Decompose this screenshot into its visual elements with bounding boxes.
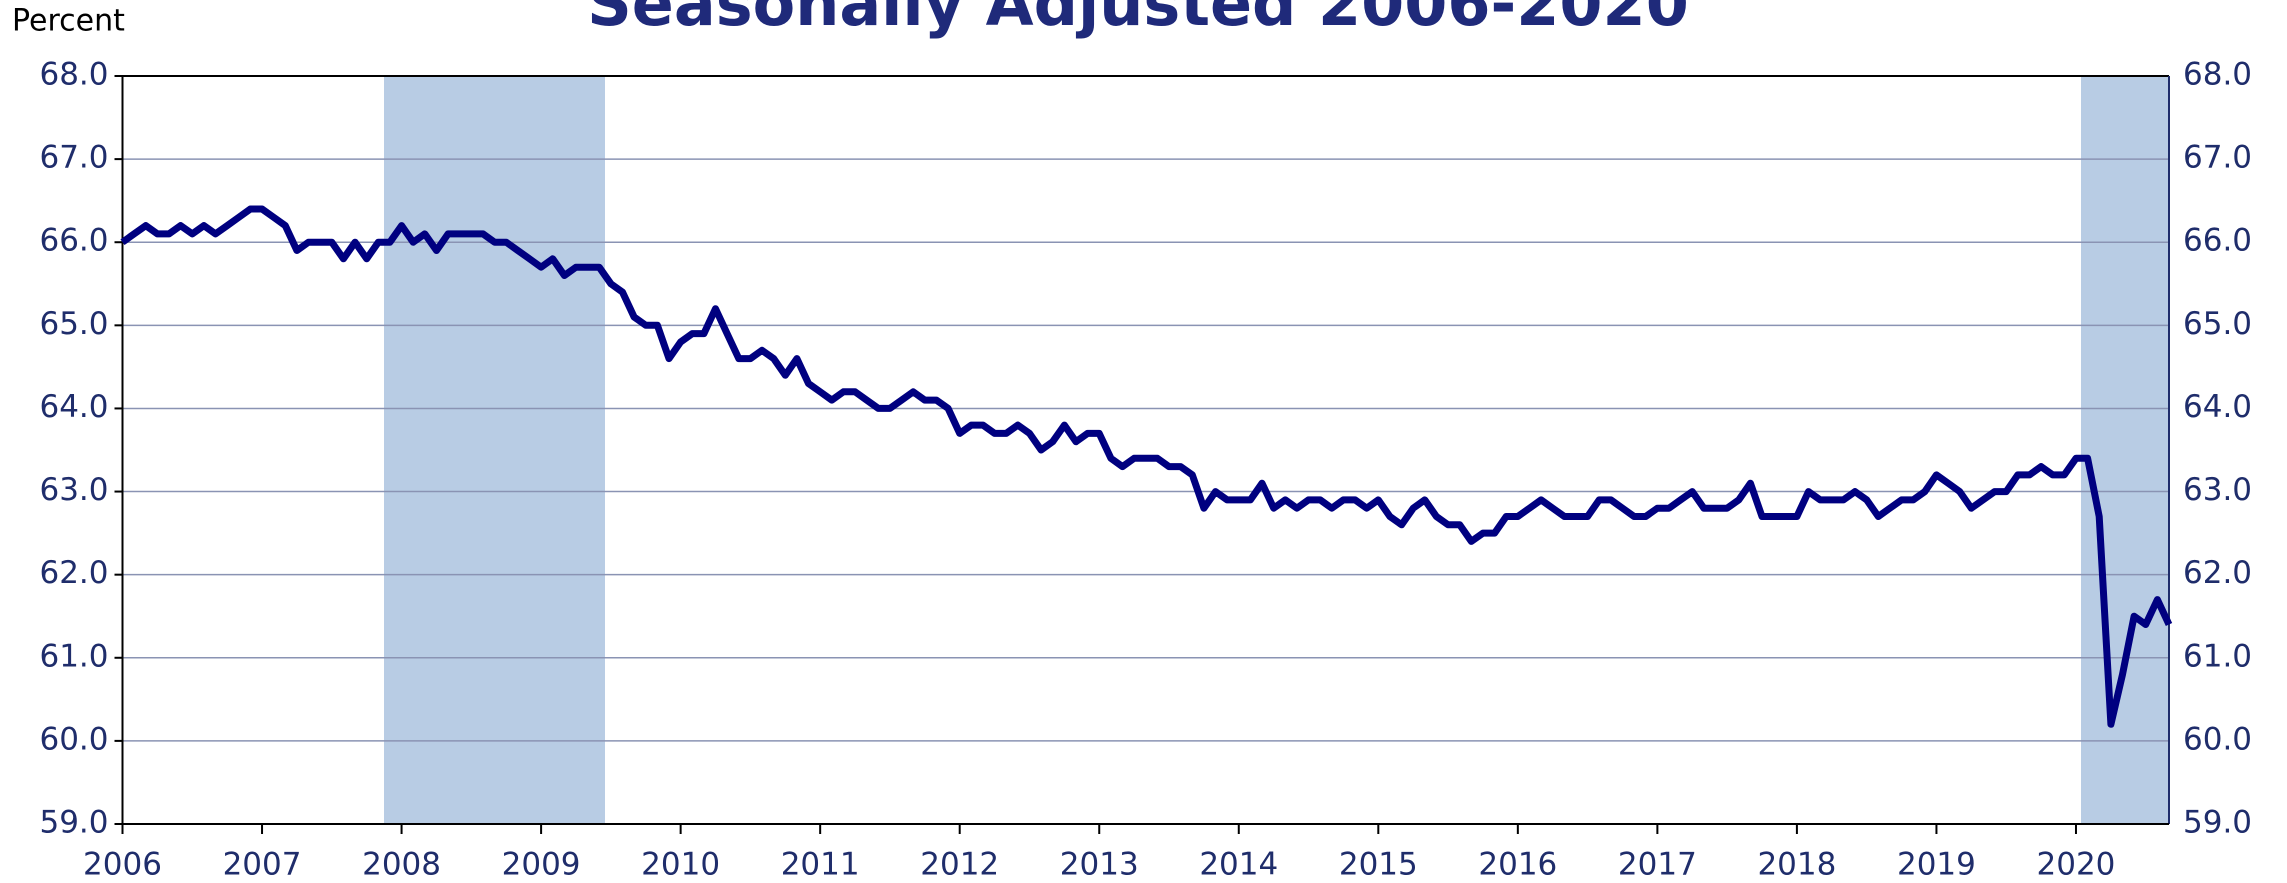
x-tick-label: 2014 [1199, 847, 1278, 883]
x-tick-label: 2006 [83, 847, 162, 883]
x-tick-label: 2009 [502, 847, 581, 883]
y-tick-label: 61.0 [39, 638, 108, 674]
y-tick-label: 65.0 [39, 306, 108, 342]
y2-tick-label: 60.0 [2183, 721, 2252, 757]
y2-tick-label: 67.0 [2183, 140, 2252, 176]
y2-tick-label: 61.0 [2183, 638, 2252, 674]
x-tick-label: 2015 [1339, 847, 1418, 883]
y2-tick-label: 66.0 [2183, 223, 2252, 259]
y-tick-label: 64.0 [39, 389, 108, 425]
x-tick-label: 2013 [1060, 847, 1139, 883]
y2-tick-label: 68.0 [2183, 57, 2252, 93]
y-tick-label: 63.0 [39, 472, 108, 508]
x-tick-label: 2018 [1757, 847, 1836, 883]
y-tick-label: 66.0 [39, 223, 108, 259]
y-tick-label: 60.0 [39, 721, 108, 757]
x-tick-label: 2019 [1897, 847, 1976, 883]
y-tick-label: 67.0 [39, 140, 108, 176]
x-tick-label: 2011 [781, 847, 860, 883]
x-tick-label: 2007 [223, 847, 302, 883]
y2-tick-label: 63.0 [2183, 472, 2252, 508]
y-tick-label: 68.0 [39, 57, 108, 93]
x-tick-label: 2008 [362, 847, 441, 883]
y-axis-label: Percent [12, 4, 125, 39]
y-tick-label: 59.0 [39, 805, 108, 841]
x-tick-label: 2016 [1478, 847, 1557, 883]
recession-shading [2081, 76, 2169, 824]
line [120, 205, 2173, 728]
x-tick-label: 2010 [641, 847, 720, 883]
x-tick-label: 2017 [1618, 847, 1697, 883]
x-tick-label: 2020 [2037, 847, 2116, 883]
y2-tick-label: 62.0 [2183, 555, 2252, 591]
y2-tick-label: 65.0 [2183, 306, 2252, 342]
x-tick-label: 2012 [920, 847, 999, 883]
y-tick-label: 62.0 [39, 555, 108, 591]
chart-title: Seasonally Adjusted 2006-2020 [587, 0, 1689, 40]
y2-tick-label: 59.0 [2183, 805, 2252, 841]
y2-tick-label: 64.0 [2183, 389, 2252, 425]
recession-shading [384, 76, 605, 824]
